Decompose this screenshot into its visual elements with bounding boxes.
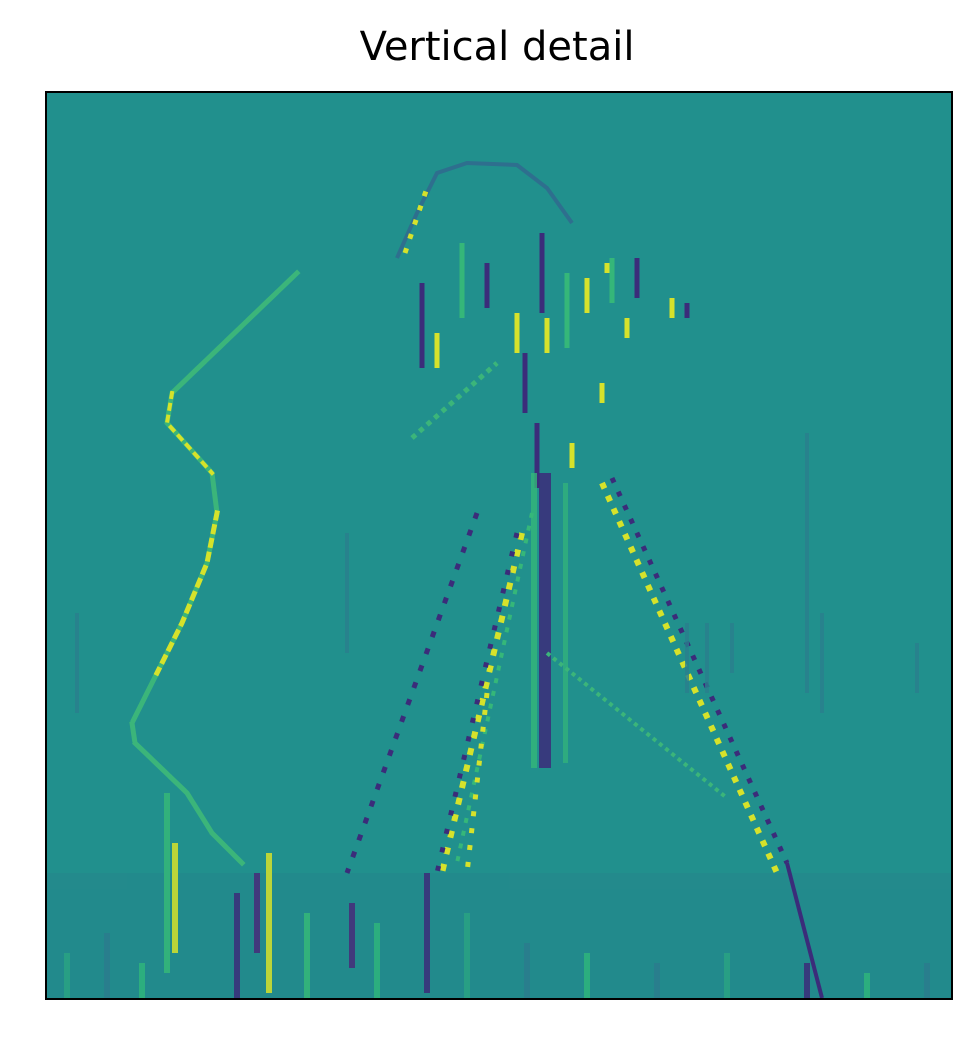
- vertical-detail-image: [47, 93, 951, 998]
- figure-title: Vertical detail: [359, 24, 635, 70]
- grass-texture: [47, 793, 951, 998]
- tripod-left-legs: [344, 512, 534, 874]
- head-outline: [395, 160, 574, 259]
- image-panel: [45, 91, 953, 1000]
- camera-details: [419, 233, 690, 488]
- figure-outline: [129, 269, 301, 867]
- background-detail: [75, 433, 919, 713]
- tripod-right-leg: [545, 476, 824, 998]
- tripod-column: [531, 473, 568, 768]
- image-background: [47, 93, 951, 998]
- arm-diagonal: [410, 361, 499, 440]
